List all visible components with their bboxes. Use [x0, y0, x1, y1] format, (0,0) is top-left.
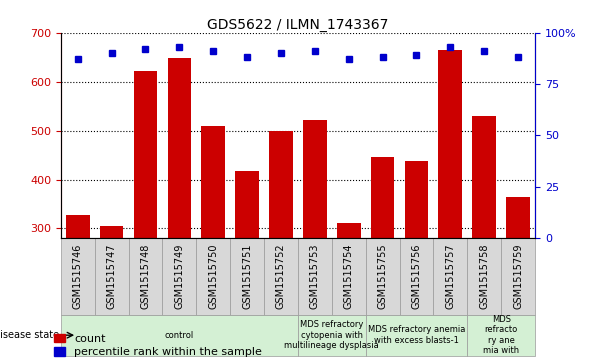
- Legend: count, percentile rank within the sample: count, percentile rank within the sample: [54, 334, 262, 358]
- Title: GDS5622 / ILMN_1743367: GDS5622 / ILMN_1743367: [207, 18, 389, 32]
- Text: GSM1515758: GSM1515758: [479, 244, 489, 309]
- Bar: [100, 226, 123, 238]
- Bar: [162, 238, 196, 315]
- Text: MDS refractory anemia
with excess blasts-1: MDS refractory anemia with excess blasts…: [368, 326, 465, 345]
- Bar: [506, 197, 530, 238]
- Text: MDS refractory
cytopenia with
multilineage dysplasia: MDS refractory cytopenia with multilinea…: [285, 320, 379, 350]
- Bar: [365, 238, 399, 315]
- Bar: [269, 131, 293, 238]
- Text: GSM1515754: GSM1515754: [344, 244, 354, 309]
- Text: GSM1515759: GSM1515759: [513, 244, 523, 309]
- Text: GSM1515747: GSM1515747: [106, 244, 117, 309]
- Text: disease state: disease state: [0, 330, 59, 340]
- Bar: [95, 238, 128, 315]
- Text: GSM1515748: GSM1515748: [140, 244, 151, 309]
- Bar: [134, 71, 157, 238]
- Bar: [438, 50, 462, 238]
- Text: MDS
refracto
ry ane
mia with: MDS refracto ry ane mia with: [483, 315, 519, 355]
- Bar: [167, 58, 191, 238]
- Bar: [298, 238, 332, 315]
- Text: GSM1515746: GSM1515746: [73, 244, 83, 309]
- Bar: [201, 126, 225, 238]
- Bar: [61, 315, 298, 356]
- Bar: [337, 223, 361, 238]
- Bar: [298, 315, 365, 356]
- Bar: [61, 238, 95, 315]
- Bar: [66, 215, 89, 238]
- Bar: [468, 315, 535, 356]
- Text: GSM1515756: GSM1515756: [412, 244, 421, 309]
- Text: GSM1515752: GSM1515752: [276, 244, 286, 309]
- Bar: [128, 238, 162, 315]
- Bar: [303, 120, 326, 238]
- Bar: [434, 238, 468, 315]
- Bar: [332, 238, 365, 315]
- Bar: [371, 156, 395, 238]
- Text: GSM1515755: GSM1515755: [378, 244, 388, 309]
- Text: control: control: [165, 331, 194, 340]
- Text: GSM1515751: GSM1515751: [242, 244, 252, 309]
- Bar: [501, 238, 535, 315]
- Text: GSM1515749: GSM1515749: [174, 244, 184, 309]
- Text: GSM1515757: GSM1515757: [445, 244, 455, 309]
- Bar: [235, 171, 259, 238]
- Bar: [472, 116, 496, 238]
- Bar: [468, 238, 501, 315]
- Bar: [230, 238, 264, 315]
- Bar: [405, 161, 428, 238]
- Text: GSM1515750: GSM1515750: [208, 244, 218, 309]
- Bar: [365, 315, 468, 356]
- Bar: [399, 238, 434, 315]
- Bar: [264, 238, 298, 315]
- Bar: [196, 238, 230, 315]
- Text: GSM1515753: GSM1515753: [310, 244, 320, 309]
